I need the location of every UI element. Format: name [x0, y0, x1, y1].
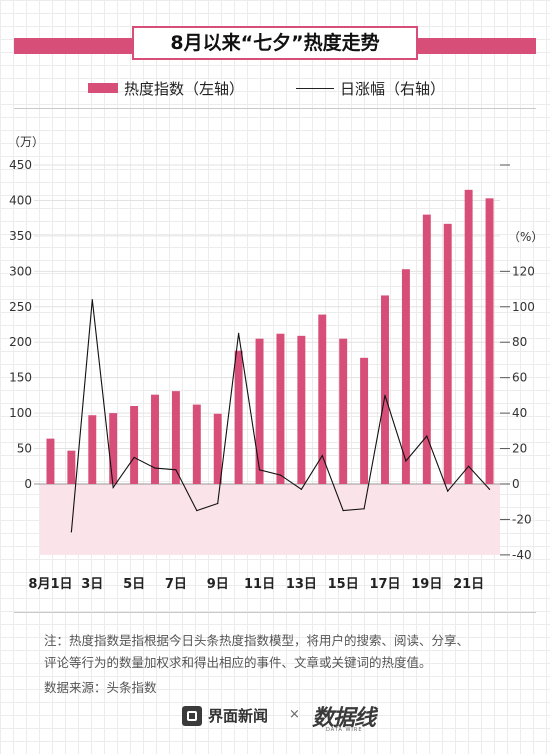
legend-bar-swatch	[88, 83, 118, 93]
bar-20日	[443, 223, 452, 485]
legend-line-label: 日涨幅（右轴）	[340, 80, 446, 98]
chart: 0 50 100 150 200 250 300 350 400 450 （万） -40 -20 0 20 4…	[8, 135, 543, 592]
left-tick-label-250: 250	[9, 300, 32, 314]
right-tick-label-20: 20	[512, 442, 527, 456]
line-point-14日	[321, 455, 323, 457]
x-tick-label-19日: 19日	[411, 577, 442, 592]
line-point-11日	[258, 469, 261, 471]
right-tick-label-100: 100	[512, 300, 535, 314]
bar-11日	[255, 338, 264, 484]
legend: 热度指数（左轴） 日涨幅（右轴）	[0, 78, 550, 100]
left-tick-label-200: 200	[9, 335, 32, 349]
brand-jiemian: 界面新闻	[208, 707, 269, 725]
line-point-5日	[133, 456, 135, 459]
bar-5日	[130, 406, 139, 484]
line-point-22日	[488, 488, 491, 490]
bar-16日	[360, 357, 369, 484]
negative-band	[40, 484, 500, 555]
left-tick-label-100: 100	[9, 406, 32, 420]
bar-19日	[422, 214, 431, 484]
right-tick-label-0: 0	[512, 477, 520, 491]
bar-2日	[67, 450, 76, 484]
left-tick-label-400: 400	[9, 193, 32, 207]
line-point-13日	[300, 488, 302, 490]
left-tick-label-450: 450	[9, 158, 32, 172]
bar-8月1日	[46, 438, 55, 484]
right-axis-unit: （%）	[508, 230, 543, 244]
line-point-10日	[238, 332, 240, 334]
line-point-4日	[112, 486, 114, 489]
bar-13日	[297, 335, 306, 484]
note-line-1: 注：热度指数是指根据今日头条热度指数模型，将用户的搜索、阅读、分享、	[44, 633, 470, 648]
divider-notes	[14, 612, 536, 613]
left-tick-label-350: 350	[9, 229, 32, 243]
left-tick-label-50: 50	[17, 442, 32, 456]
right-tick-label-60: 60	[512, 371, 527, 385]
line-point-21日	[468, 465, 470, 467]
x-tick-label-15日: 15日	[328, 577, 359, 592]
right-tick-label-80: 80	[512, 335, 527, 349]
left-tick-label-150: 150	[9, 371, 32, 385]
bar-8日	[192, 404, 201, 484]
jiemian-logo-icon	[182, 706, 202, 726]
brand-datawire-logo: 数据线	[312, 705, 376, 731]
bar-18日	[401, 269, 410, 484]
line-point-17日	[384, 394, 386, 396]
bar-6日	[151, 394, 159, 484]
brand-datawire-sub: DATA WIRE	[326, 727, 363, 733]
bar-15日	[339, 338, 348, 484]
right-tick-label-120: 120	[512, 264, 535, 278]
bar-10日	[234, 350, 243, 484]
bar-17日	[381, 295, 389, 484]
bar-4日	[109, 413, 118, 484]
line-point-2日	[70, 531, 72, 533]
x-tick-label-13日: 13日	[286, 577, 317, 592]
x-tick-label-3日: 3日	[81, 577, 103, 592]
line-point-6日	[154, 467, 156, 469]
line-point-8日	[196, 509, 198, 512]
bar-21日	[464, 189, 473, 485]
line-point-7日	[175, 469, 177, 471]
x-tick-label-8月1日: 8月1日	[28, 577, 72, 592]
x-tick-label-7日: 7日	[165, 577, 187, 592]
line-point-16日	[363, 508, 365, 510]
bar-14日	[318, 314, 327, 484]
line-point-9日	[217, 502, 219, 505]
legend-line-swatch	[296, 88, 334, 89]
bar-12日	[276, 333, 285, 484]
line-point-18日	[405, 460, 407, 462]
x-tick-label-17日: 17日	[369, 577, 400, 592]
line-point-15日	[342, 509, 344, 512]
x-tick-label-9日: 9日	[207, 577, 229, 592]
right-tick-label--20: -20	[512, 512, 532, 526]
left-axis-unit: （万）	[8, 135, 44, 149]
bar-7日	[171, 391, 180, 484]
bar-9日	[213, 413, 222, 484]
divider-top	[14, 108, 536, 109]
right-tick-label-40: 40	[512, 406, 527, 420]
x-tick-label-11日: 11日	[244, 577, 275, 592]
chart-title: 8月以来“七夕”热度走势	[132, 26, 418, 60]
right-tick-label--40: -40	[512, 548, 532, 562]
x-tick-label-5日: 5日	[123, 577, 145, 592]
line-point-19日	[426, 435, 428, 437]
legend-bar-label: 热度指数（左轴）	[124, 80, 245, 98]
bar-3日	[88, 415, 97, 484]
brand-separator: ×	[289, 707, 300, 722]
line-point-12日	[279, 474, 282, 476]
data-source: 数据来源：头条指数	[44, 680, 157, 695]
bar-22日	[485, 198, 494, 484]
line-point-3日	[91, 299, 93, 301]
left-tick-label-300: 300	[9, 264, 32, 278]
note-line-2: 评论等行为的数量加权求和得出相应的事件、文章或关键词的热度值。	[44, 655, 432, 670]
left-tick-label-0: 0	[24, 477, 32, 491]
line-point-20日	[447, 490, 449, 492]
x-tick-label-21日: 21日	[453, 577, 484, 592]
footer: 界面新闻 × 数据线 DATA WIRE	[0, 700, 550, 734]
